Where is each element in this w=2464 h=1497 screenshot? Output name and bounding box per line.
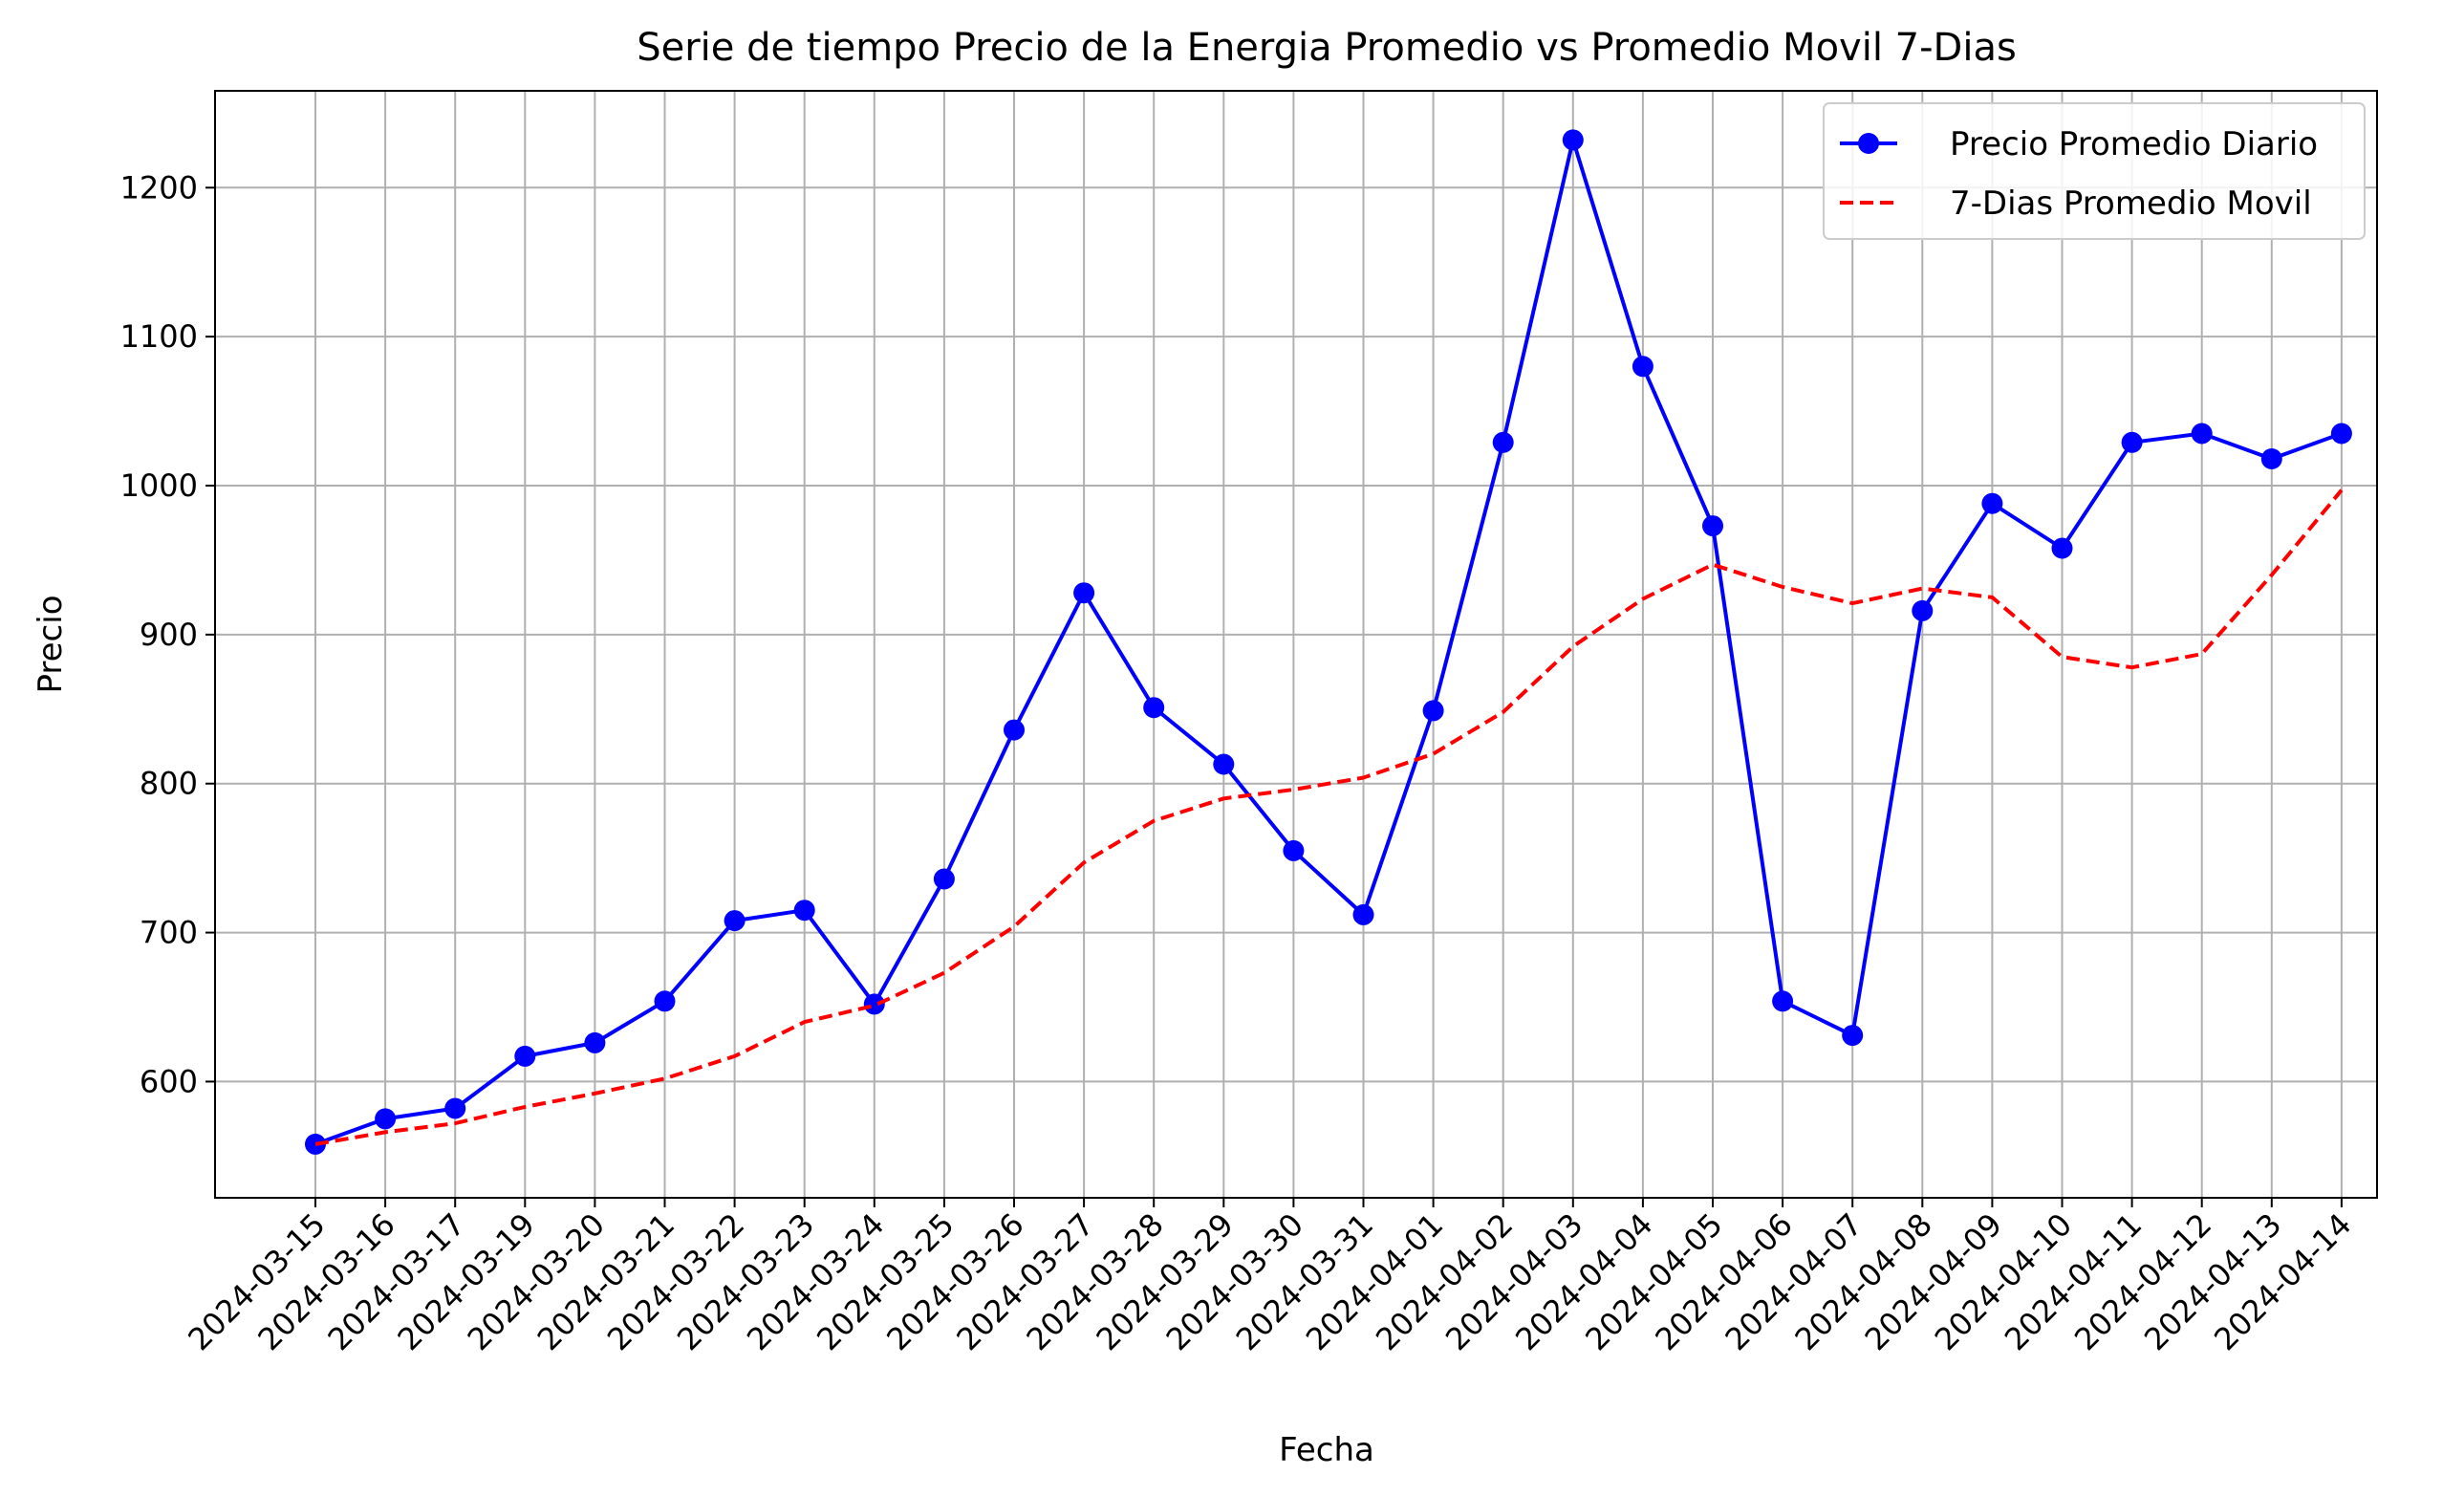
- data-point: [2330, 423, 2352, 445]
- data-point: [375, 1108, 397, 1130]
- data-point: [1842, 1025, 1864, 1047]
- y-tick-label: 700: [140, 915, 198, 951]
- data-point: [863, 993, 885, 1015]
- series-line-daily: [314, 138, 2343, 1146]
- y-tick-label: 600: [140, 1063, 198, 1099]
- data-point: [1143, 697, 1165, 719]
- data-point: [1981, 492, 2003, 514]
- legend-label-moving-average: 7-Dias Promedio Movil: [1950, 184, 2312, 223]
- data-point: [724, 910, 746, 932]
- y-tick-label: 1200: [120, 169, 198, 206]
- plot-frame: [214, 90, 2378, 1199]
- y-axis-label: Precio: [32, 596, 70, 694]
- data-point: [1562, 129, 1584, 151]
- data-point: [444, 1097, 466, 1119]
- data-point: [584, 1031, 606, 1053]
- data-point: [793, 900, 815, 922]
- series-line-moving-average: [314, 488, 2344, 1146]
- y-tick-label: 1100: [120, 318, 198, 355]
- data-point: [2051, 537, 2073, 559]
- y-tick-label: 800: [140, 766, 198, 802]
- data-point: [1073, 582, 1095, 604]
- data-point: [1702, 515, 1723, 537]
- x-axis-label: Fecha: [1279, 1431, 1374, 1469]
- data-point: [1492, 431, 1514, 453]
- data-point: [514, 1045, 536, 1067]
- legend-marker-daily: [1858, 133, 1879, 154]
- series-layer: [305, 129, 2352, 1155]
- y-tick-label: 1000: [120, 467, 198, 504]
- legend-label-daily: Precio Promedio Diario: [1950, 125, 2318, 163]
- data-point: [1213, 753, 1235, 775]
- data-point: [1422, 700, 1444, 722]
- grid: [215, 91, 2377, 1198]
- y-tick-label: 900: [140, 617, 198, 653]
- legend: Precio Promedio Diario 7-Dias Promedio M…: [1823, 102, 2366, 240]
- data-point: [933, 868, 955, 890]
- data-point: [2191, 423, 2213, 445]
- legend-box: [1823, 102, 2366, 240]
- data-point: [1772, 990, 1794, 1012]
- data-point: [1283, 839, 1305, 861]
- data-point: [1004, 719, 1025, 741]
- data-point: [1912, 599, 1934, 621]
- data-point: [1632, 356, 1653, 378]
- data-point: [1352, 903, 1374, 925]
- data-point: [2260, 448, 2282, 469]
- data-point: [654, 990, 676, 1012]
- chart-title: Serie de tiempo Precio de la Energia Pro…: [637, 26, 2017, 70]
- data-point: [2121, 431, 2143, 453]
